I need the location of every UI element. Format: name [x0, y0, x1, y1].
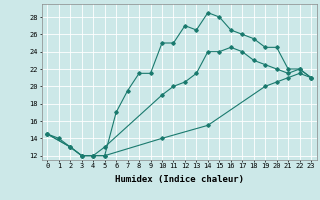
- X-axis label: Humidex (Indice chaleur): Humidex (Indice chaleur): [115, 175, 244, 184]
